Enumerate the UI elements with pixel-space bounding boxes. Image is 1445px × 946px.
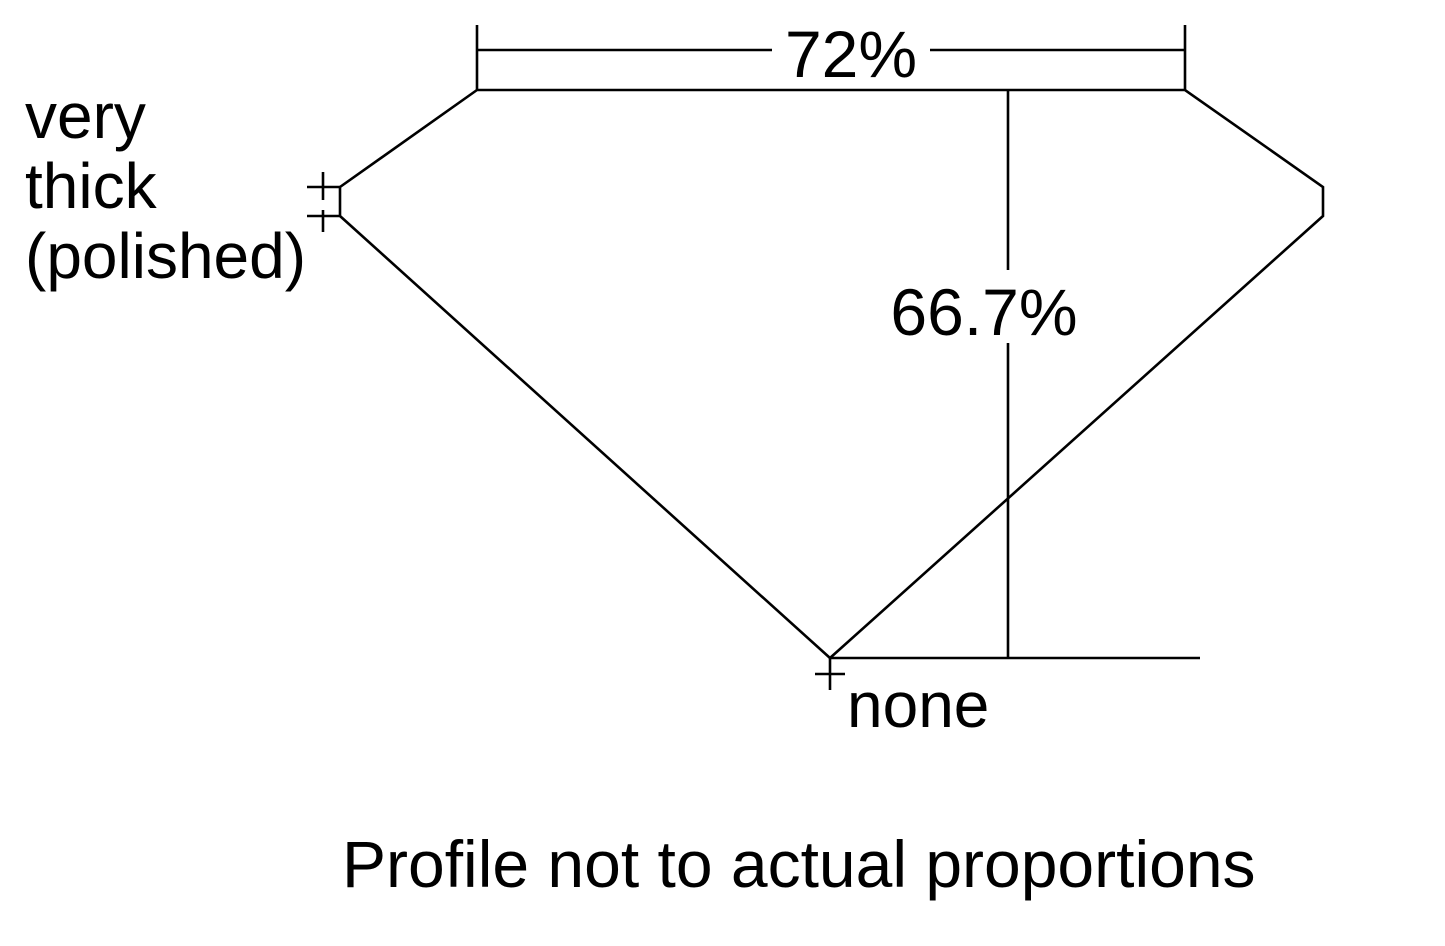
- culet-label: none: [847, 669, 989, 741]
- crown-and-pavilion-outline: [338, 88, 1325, 659]
- caption: Profile not to actual proportions: [342, 827, 1256, 901]
- table-dimension: 72%: [475, 17, 1187, 91]
- depth-dimension: 66.7%: [830, 90, 1200, 660]
- diamond-outline: [338, 88, 1325, 659]
- girdle-label: very thick (polished): [25, 80, 306, 292]
- table-percent-label: 72%: [785, 17, 917, 91]
- girdle-label-line1: very: [25, 80, 146, 152]
- culet-marker: none: [815, 658, 989, 741]
- girdle-marker: [307, 172, 340, 232]
- depth-percent-label: 66.7%: [890, 275, 1077, 349]
- girdle-label-line2: thick: [25, 150, 158, 222]
- girdle-label-line3: (polished): [25, 220, 306, 292]
